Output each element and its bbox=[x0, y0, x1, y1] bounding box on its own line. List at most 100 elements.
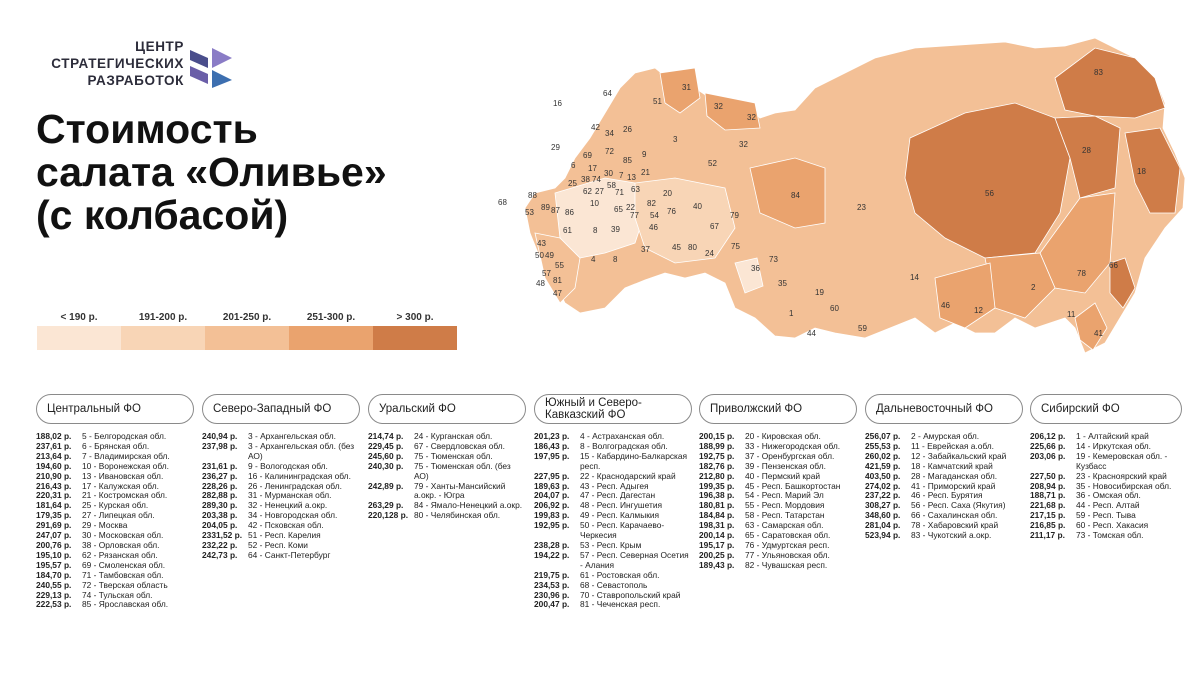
price: 200,76 р. bbox=[36, 539, 72, 550]
list-item: 217,15 р. 59 - Респ. Тыва bbox=[1030, 510, 1182, 521]
legend-item-1: < 190 р. bbox=[37, 312, 121, 350]
map-label: 83 bbox=[1094, 68, 1103, 77]
map-label: 21 bbox=[641, 168, 650, 177]
region: 52 - Респ. Коми bbox=[248, 539, 308, 550]
price: 308,27 р. bbox=[865, 500, 901, 511]
district-title: Южный и Северо-Кавказский ФО bbox=[534, 394, 692, 424]
list-item: 227,95 р. 22 - Краснодарский край bbox=[534, 470, 692, 482]
price: 194,60 р. bbox=[36, 460, 72, 471]
map-label: 76 bbox=[667, 207, 676, 216]
list-item: 208,94 р. 35 - Новосибирская обл. bbox=[1030, 480, 1182, 492]
list-item: 245,60 р. 75 - Тюменская обл. bbox=[368, 451, 526, 462]
map-label: 55 bbox=[555, 261, 564, 270]
map-label: 77 bbox=[630, 211, 639, 220]
map-label: 89 bbox=[541, 203, 550, 212]
region: 63 - Самарская обл. bbox=[745, 520, 824, 531]
list-item: 216,85 р. 60 - Респ. Хакасия bbox=[1030, 520, 1182, 531]
list-item: 194,22 р. 57 - Респ. Северная Осетия - Ал… bbox=[534, 550, 692, 571]
list-item: 182,76 р. 39 - Пензенская обл. bbox=[699, 461, 857, 472]
title-line3: (с колбасой) bbox=[36, 192, 289, 238]
map-label: 17 bbox=[588, 164, 597, 173]
region: 43 - Респ. Адыгея bbox=[580, 480, 649, 491]
list-item: 188,71 р. 36 - Омская обл. bbox=[1030, 491, 1182, 501]
map-label: 27 bbox=[595, 187, 604, 196]
price: 242,89 р. bbox=[368, 480, 404, 491]
region: 11 - Еврейская а.обл. bbox=[911, 440, 994, 451]
price: 208,94 р. bbox=[1030, 480, 1066, 491]
region: 45 - Респ. Башкортостан bbox=[745, 480, 841, 491]
price: 196,38 р. bbox=[699, 490, 735, 501]
map-label: 45 bbox=[672, 243, 681, 252]
price: 291,69 р. bbox=[36, 520, 72, 531]
map-label: 44 bbox=[807, 329, 816, 338]
region: 68 - Севастополь bbox=[580, 579, 648, 590]
map-label: 6 bbox=[571, 161, 576, 170]
list-item: 204,05 р. 42 - Псковская обл. bbox=[202, 520, 360, 531]
legend-swatch-1 bbox=[37, 326, 121, 350]
region: 54 - Респ. Марий Эл bbox=[745, 490, 824, 501]
region: 6 - Брянская обл. bbox=[82, 440, 150, 451]
region: 79 - Ханты-Мансийский а.окр. - Югра bbox=[414, 480, 506, 501]
map-label: 32 bbox=[747, 113, 756, 122]
map-label: 57 bbox=[542, 269, 551, 278]
map-label: 26 bbox=[623, 125, 632, 134]
price: 231,61 р. bbox=[202, 460, 238, 471]
price: 227,95 р. bbox=[534, 470, 570, 481]
map-label: 28 bbox=[1082, 146, 1091, 155]
map-label: 10 bbox=[590, 199, 599, 208]
map-label: 60 bbox=[830, 304, 839, 313]
list-item: 198,31 р. 63 - Самарская обл. bbox=[699, 520, 857, 531]
list-item: 201,23 р. 4 - Астраханская обл. bbox=[534, 431, 692, 442]
map-magadan bbox=[1054, 115, 1121, 199]
price: 2331,52 р. bbox=[202, 530, 243, 541]
list-item: 204,07 р. 47 - Респ. Дагестан bbox=[534, 491, 692, 501]
price: 282,88 р. bbox=[202, 490, 238, 501]
region: 10 - Воронежская обл. bbox=[82, 460, 169, 471]
region: 3 - Архангельская обл. (без АО) bbox=[248, 440, 355, 461]
price: 227,50 р. bbox=[1030, 470, 1066, 481]
map-label: 62 bbox=[583, 187, 592, 196]
price: 232,22 р. bbox=[202, 539, 238, 550]
list-item: 195,57 р. 69 - Смоленская обл. bbox=[36, 559, 194, 571]
region: 74 - Тульская обл. bbox=[82, 589, 153, 600]
price: 281,04 р. bbox=[865, 520, 901, 531]
price: 184,70 р. bbox=[36, 569, 72, 580]
district-siberia: Сибирский ФО 206,12 р. 1 - Алтайский край… bbox=[1030, 394, 1182, 541]
map-label: 58 bbox=[607, 181, 616, 190]
price: 221,68 р. bbox=[1030, 500, 1066, 511]
price: 225,66 р. bbox=[1030, 440, 1066, 451]
map-label: 48 bbox=[536, 279, 545, 288]
list-item: 214,74 р. 24 - Курганская обл. bbox=[368, 431, 526, 442]
region: 58 - Респ. Татарстан bbox=[745, 510, 825, 521]
region: 4 - Астраханская обл. bbox=[580, 431, 665, 441]
list-item: 189,43 р. 82 - Чувашская респ. bbox=[699, 560, 857, 571]
price: 195,57 р. bbox=[36, 559, 72, 570]
district-title: Приволжский ФО bbox=[699, 394, 857, 424]
map-label: 24 bbox=[705, 249, 714, 258]
region: 56 - Респ. Саха (Якутия) bbox=[911, 500, 1006, 511]
list-item: 289,30 р. 32 - Ненецкий а.окр. bbox=[202, 500, 360, 511]
region: 48 - Респ. Ингушетия bbox=[580, 500, 663, 511]
list-item: 403,50 р. 28 - Магаданская обл. bbox=[865, 471, 1023, 482]
region: 31 - Мурманская обл. bbox=[248, 490, 332, 501]
price: 200,15 р. bbox=[699, 431, 735, 441]
price: 203,06 р. bbox=[1030, 450, 1066, 461]
legend-label-3: 201-250 р. bbox=[222, 312, 272, 323]
price: 289,30 р. bbox=[202, 500, 238, 511]
region: 15 - Кабардино-Балкарская респ. bbox=[580, 450, 688, 471]
region: 65 - Саратовская обл. bbox=[745, 530, 831, 541]
price: 201,23 р. bbox=[534, 431, 570, 441]
price: 210,90 р. bbox=[36, 470, 72, 481]
price: 180,81 р. bbox=[699, 500, 735, 511]
price: 237,22 р. bbox=[865, 490, 901, 501]
list-item: 220,31 р. 21 - Костромская обл. bbox=[36, 491, 194, 501]
price: 240,55 р. bbox=[36, 579, 72, 590]
list-item: 197,95 р. 15 - Кабардино-Балкарская респ. bbox=[534, 450, 692, 472]
region: 40 - Пермский край bbox=[745, 470, 821, 481]
list-item: 237,22 р. 46 - Респ. Бурятия bbox=[865, 491, 1023, 501]
region: 8 - Волгоградская обл. bbox=[580, 440, 668, 451]
price: 200,47 р. bbox=[534, 599, 570, 610]
region: 44 - Респ. Алтай bbox=[1076, 500, 1140, 511]
list-item: 194,60 р. 10 - Воронежская обл. bbox=[36, 460, 194, 472]
price: 216,43 р. bbox=[36, 480, 72, 491]
